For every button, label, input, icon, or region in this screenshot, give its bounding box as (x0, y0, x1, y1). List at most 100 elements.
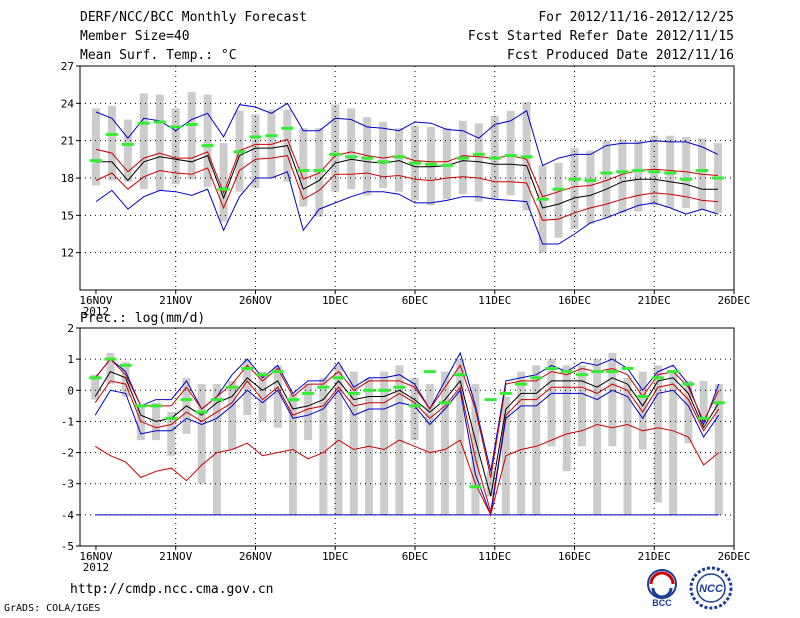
panel2-x-tick-label: 21DEC (638, 550, 671, 563)
panel1-range-bar (442, 128, 451, 200)
panel1-observed-marker (600, 171, 613, 175)
panel1-range-bar (123, 119, 132, 182)
panel2-range-bar (212, 384, 221, 515)
panel1-range-bar (426, 126, 435, 206)
panel2-range-bar (243, 359, 252, 416)
panel1-x-tick-label: 26NOV (239, 294, 272, 307)
panel1-y-tick-label: 12 (61, 247, 74, 260)
panel2-range-bar (577, 365, 586, 447)
panel2-range-bar (91, 374, 100, 400)
panel2-series-lowest-line (94, 423, 720, 517)
panel2-range-bar (562, 365, 571, 472)
panel1-range-bar (219, 143, 228, 222)
panel1-range-bar (506, 110, 515, 196)
panel1-observed-marker (361, 156, 374, 160)
panel1-observed-marker (664, 171, 677, 175)
panel1-range-bar (395, 128, 404, 192)
panel2-observed-marker (499, 391, 512, 395)
panel2-range-bar (349, 371, 358, 515)
panel1-x-tick-label: 21DEC (638, 294, 671, 307)
panel2-x-tick-label: 26NOV (239, 550, 272, 563)
panel1-observed-marker (185, 122, 198, 126)
panel1-observed-marker (329, 152, 342, 156)
panel2-range-bar (319, 377, 328, 515)
panel1-observed-marker (472, 152, 485, 156)
panel2-y-tick-label: -1 (61, 415, 74, 428)
panel1-range-bar (203, 94, 212, 187)
panel1-x-tick-label: 16DEC (558, 294, 591, 307)
source-url[interactable]: http://cmdp.ncc.cma.gov.cn (70, 582, 274, 597)
panel2-x-tick-label: 1DEC (322, 550, 349, 563)
panel2-observed-marker (286, 398, 299, 402)
panel1-observed-marker (712, 176, 725, 180)
panel2-range-bar (714, 384, 723, 515)
chart-title: DERF/NCC/BCC Monthly Forecast (80, 10, 307, 25)
panel1-observed-marker (408, 161, 421, 165)
panel2-observed-marker (256, 373, 269, 377)
panel2-observed-marker (515, 382, 528, 386)
panel1-range-bar (586, 150, 595, 225)
panel2-observed-marker (712, 401, 725, 405)
panel2-observed-marker (165, 416, 178, 420)
panel2-x-year-label: 2012 (83, 561, 110, 574)
panel2-x-tick-label: 11DEC (478, 550, 511, 563)
panel2-observed-marker (423, 370, 436, 374)
panel2-frame (79, 327, 735, 547)
panel2-observed-marker (195, 410, 208, 414)
panel1-series-min-line (95, 171, 719, 245)
panel1-range-bar (618, 139, 627, 213)
panel1-series-lower-line (95, 155, 719, 221)
panel2-observed-marker (469, 485, 482, 489)
panel1-observed-marker (313, 169, 326, 173)
panel2-y-tick-label: -3 (61, 478, 74, 491)
panel2-observed-marker (439, 401, 452, 405)
panel2-range-bar (136, 405, 145, 441)
panel2-x-tick-label: 21NOV (159, 550, 192, 563)
panel1-observed-marker (616, 170, 629, 174)
panel1-range-bar (107, 105, 116, 181)
bcc-logo-text: BCC (652, 598, 672, 608)
panel2-y-tick-label: 2 (67, 322, 74, 335)
panel2-range-bar (699, 380, 708, 422)
panel1-range-bar (379, 122, 388, 188)
panel1-y-tick-label: 24 (61, 97, 75, 110)
panel1-observed-marker (153, 120, 166, 124)
panel2-range-bar (532, 365, 541, 515)
panel2-range-bar (471, 384, 480, 515)
panel1-observed-marker (265, 134, 278, 138)
panel1-observed-marker (281, 126, 294, 130)
panel2-range-bar (517, 371, 526, 515)
panel2-observed-marker (119, 363, 132, 367)
panel1-range-bar (187, 92, 196, 180)
panel1-range-bar (267, 109, 276, 178)
panel2-observed-marker (317, 385, 330, 389)
panel2-range-bar (258, 371, 267, 422)
panel1-range-bar (554, 163, 563, 238)
panel1-range-bar (299, 128, 308, 207)
panel2-observed-marker (575, 373, 588, 377)
panel2-observed-marker (347, 391, 360, 395)
panel1-observed-marker (89, 159, 102, 163)
panel1-x-tick-label: 1DEC (322, 294, 349, 307)
panel1-observed-marker (424, 162, 437, 166)
panel2-range-bar (684, 380, 693, 444)
panel2-series-min-line (94, 389, 720, 517)
panel1-observed-marker (393, 155, 406, 159)
panel2-observed-marker (241, 366, 254, 370)
panel2-range-bar (380, 371, 389, 515)
panel2-observed-marker (89, 376, 102, 380)
grads-credit: GrADS: COLA/IGES (4, 603, 101, 614)
panel2-observed-marker (560, 370, 573, 374)
panel1-observed-marker (233, 150, 246, 154)
panel1-observed-marker (121, 142, 134, 146)
panel1-range-bar (474, 123, 483, 202)
panel1-series-max-line (95, 102, 719, 167)
panel1-observed-marker (456, 156, 469, 160)
panel2-observed-marker (408, 404, 421, 408)
panel2-range-bar (653, 365, 662, 503)
variable-label: Mean Surf. Temp.: °C (80, 48, 237, 63)
panel1-range-bar (363, 117, 372, 196)
panel2-range-bar (121, 362, 130, 397)
panel2-observed-marker (104, 357, 117, 361)
